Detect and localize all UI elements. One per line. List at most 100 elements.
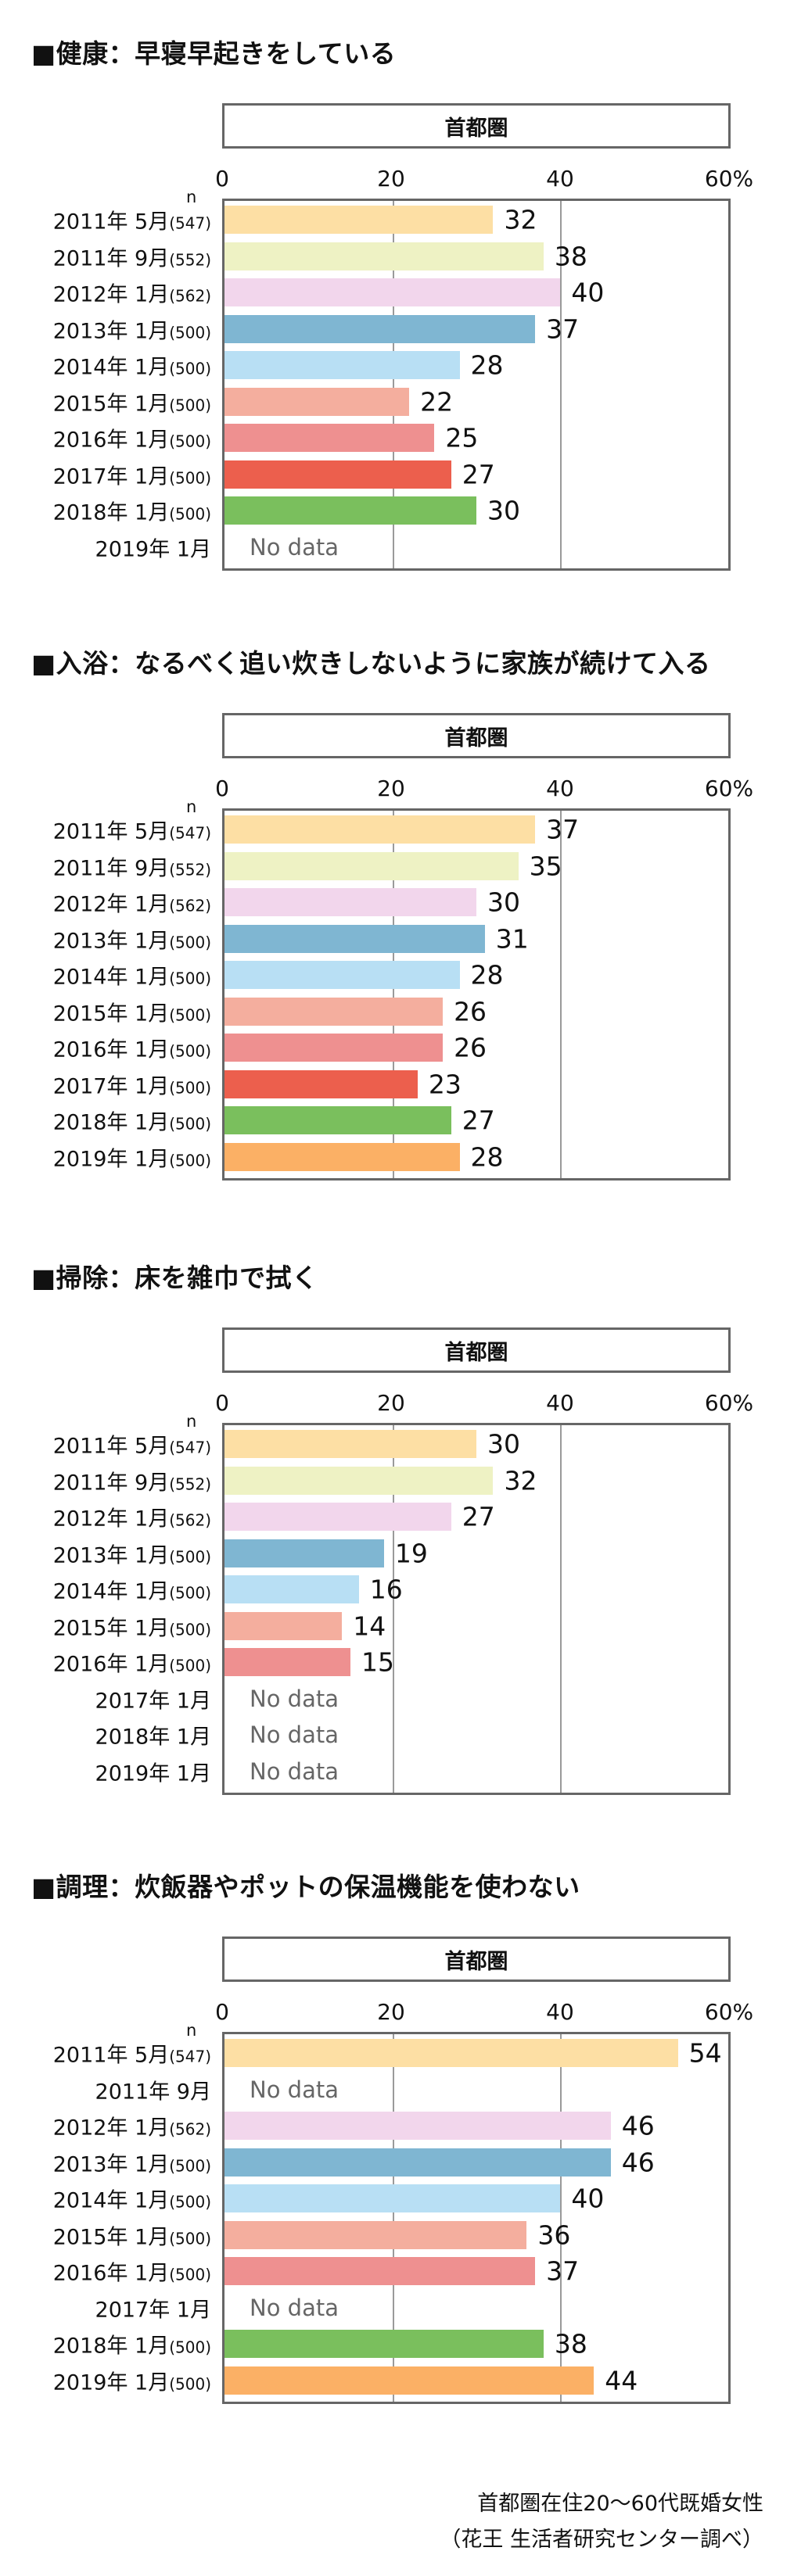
row-label-n: (500) bbox=[169, 933, 211, 951]
row-label-date: 2014年 1月 bbox=[52, 355, 170, 380]
row-label: 2011年 9月(552) bbox=[53, 1465, 211, 1496]
row-label-n: (500) bbox=[169, 1656, 211, 1675]
no-data-label: No data bbox=[250, 1757, 339, 1785]
value-label: 37 bbox=[546, 814, 580, 845]
value-label: 30 bbox=[487, 1428, 520, 1460]
row-label-date: 2019年 1月 bbox=[52, 2370, 170, 2395]
bar bbox=[224, 1575, 359, 1603]
row-label: 2014年 1月(500) bbox=[53, 960, 211, 991]
value-label: 19 bbox=[394, 1538, 428, 1568]
row-label: 2018年 1月(500) bbox=[53, 496, 211, 526]
row-label: 2015年 1月(500) bbox=[53, 2220, 211, 2250]
value-label: 30 bbox=[487, 495, 520, 526]
row-label: 2011年 9月 bbox=[95, 2074, 211, 2105]
value-label: 16 bbox=[369, 1574, 403, 1605]
row-label-date: 2011年 9月 bbox=[52, 1471, 170, 1495]
row-label-n: (547) bbox=[169, 823, 211, 843]
row-label-n: (500) bbox=[169, 468, 211, 487]
row-label-date: 2018年 1月 bbox=[95, 1725, 211, 1750]
bar bbox=[224, 1466, 494, 1495]
x-tick-label: 40 bbox=[546, 166, 574, 192]
x-tick-label: 40 bbox=[546, 1390, 574, 1416]
row-label-n: (562) bbox=[169, 896, 211, 915]
x-tick-label: 60% bbox=[704, 166, 754, 192]
value-label: 40 bbox=[571, 277, 605, 308]
row-label-n: (562) bbox=[169, 2119, 211, 2139]
chart-title: ■調理：炊飯器やポットの保温機能を使わない bbox=[31, 1872, 580, 1902]
chart-title: ■掃除：床を雑巾で拭く bbox=[31, 1263, 318, 1293]
no-data-label: No data bbox=[250, 533, 339, 561]
no-data-label: No data bbox=[250, 1722, 339, 1748]
value-label: 26 bbox=[454, 996, 487, 1026]
plot-area: 32 38 40 37 28 22 25 27 30 No data bbox=[222, 199, 731, 571]
row-label-date: 2014年 1月 bbox=[52, 965, 170, 990]
chart-title: ■入浴：なるべく追い炊きしないように家族が続けて入る bbox=[31, 648, 711, 679]
footer-line-1: 首都圏在住20〜60代既婚女性 bbox=[477, 2492, 763, 2516]
row-label-n: (500) bbox=[169, 396, 211, 414]
bar bbox=[224, 888, 476, 916]
row-label-n: (500) bbox=[169, 1620, 211, 1639]
row-label: 2019年 1月(500) bbox=[53, 2365, 211, 2395]
row-label: 2018年 1月 bbox=[95, 1720, 211, 1750]
row-label: 2017年 1月(500) bbox=[53, 1069, 211, 1099]
bar bbox=[224, 2148, 611, 2177]
bar bbox=[224, 924, 485, 953]
row-label: 2011年 5月(547) bbox=[53, 815, 211, 845]
row-label-date: 2016年 1月 bbox=[52, 1652, 170, 1677]
bar bbox=[224, 2039, 678, 2067]
chart-section-4: ■調理：炊飯器やポットの保温機能を使わない 首都圏 0 20 40 60% n 2011年 5… bbox=[0, 1833, 801, 2427]
region-label-box: 首都圏 bbox=[222, 1327, 731, 1373]
row-label-n: (500) bbox=[169, 1151, 211, 1170]
row-label-n: (500) bbox=[169, 359, 211, 378]
row-label-date: 2013年 1月 bbox=[52, 2152, 170, 2177]
value-label: 27 bbox=[462, 1501, 495, 1532]
no-data-label: No data bbox=[250, 2076, 339, 2103]
row-label-date: 2013年 1月 bbox=[52, 319, 170, 343]
row-label-date: 2017年 1月 bbox=[95, 1689, 211, 1713]
row-label-n: (500) bbox=[169, 2265, 211, 2284]
row-label-date: 2017年 1月 bbox=[52, 1074, 170, 1098]
row-label-date: 2015年 1月 bbox=[52, 1001, 170, 1026]
row-label-n: (500) bbox=[169, 1547, 211, 1566]
row-label-date: 2019年 1月 bbox=[95, 537, 211, 561]
row-label-date: 2018年 1月 bbox=[52, 1110, 170, 1135]
bar bbox=[224, 424, 435, 452]
bar bbox=[224, 815, 536, 844]
no-data-label: No data bbox=[250, 2294, 339, 2321]
x-tick-label: 0 bbox=[215, 776, 229, 801]
value-label: 14 bbox=[353, 1610, 386, 1641]
row-label-date: 2015年 1月 bbox=[52, 2225, 170, 2249]
row-label: 2012年 1月(562) bbox=[53, 1502, 211, 1532]
row-label: 2018年 1月(500) bbox=[53, 2329, 211, 2359]
row-label-n: (500) bbox=[169, 2338, 211, 2357]
region-label-box: 首都圏 bbox=[222, 103, 731, 149]
row-label-date: 2015年 1月 bbox=[52, 392, 170, 416]
row-label-date: 2011年 9月 bbox=[95, 2080, 211, 2104]
bar bbox=[224, 2112, 611, 2140]
row-label-n: (500) bbox=[169, 2229, 211, 2248]
row-label-n: (500) bbox=[169, 1005, 211, 1024]
row-label-date: 2011年 5月 bbox=[52, 210, 170, 235]
row-label-date: 2016年 1月 bbox=[52, 2261, 170, 2286]
value-label: 15 bbox=[361, 1646, 394, 1678]
plot-area: 37 35 30 31 28 26 26 23 27 28 bbox=[222, 808, 731, 1181]
value-label: 22 bbox=[420, 386, 454, 417]
x-tick-label: 0 bbox=[215, 1999, 229, 2025]
row-label: 2013年 1月(500) bbox=[53, 313, 211, 344]
row-label: 2016年 1月(500) bbox=[53, 1033, 211, 1063]
chart-title: ■健康：早寝早起きをしている bbox=[31, 38, 397, 69]
row-label: 2013年 1月(500) bbox=[53, 923, 211, 954]
row-label: 2015年 1月(500) bbox=[53, 386, 211, 417]
value-label: 28 bbox=[470, 1141, 504, 1172]
row-label: 2019年 1月(500) bbox=[53, 1141, 211, 1172]
value-label: 28 bbox=[470, 349, 504, 381]
x-tick-label: 20 bbox=[377, 1390, 405, 1416]
gridline bbox=[392, 1425, 394, 1793]
row-label-n: (562) bbox=[169, 1510, 211, 1530]
row-label: 2017年 1月 bbox=[95, 1683, 211, 1714]
value-label: 28 bbox=[470, 959, 504, 991]
row-label-n: (500) bbox=[169, 504, 211, 524]
row-label-n: (552) bbox=[169, 860, 211, 879]
value-label: 46 bbox=[621, 2110, 655, 2141]
row-label-n: (500) bbox=[169, 1114, 211, 1134]
